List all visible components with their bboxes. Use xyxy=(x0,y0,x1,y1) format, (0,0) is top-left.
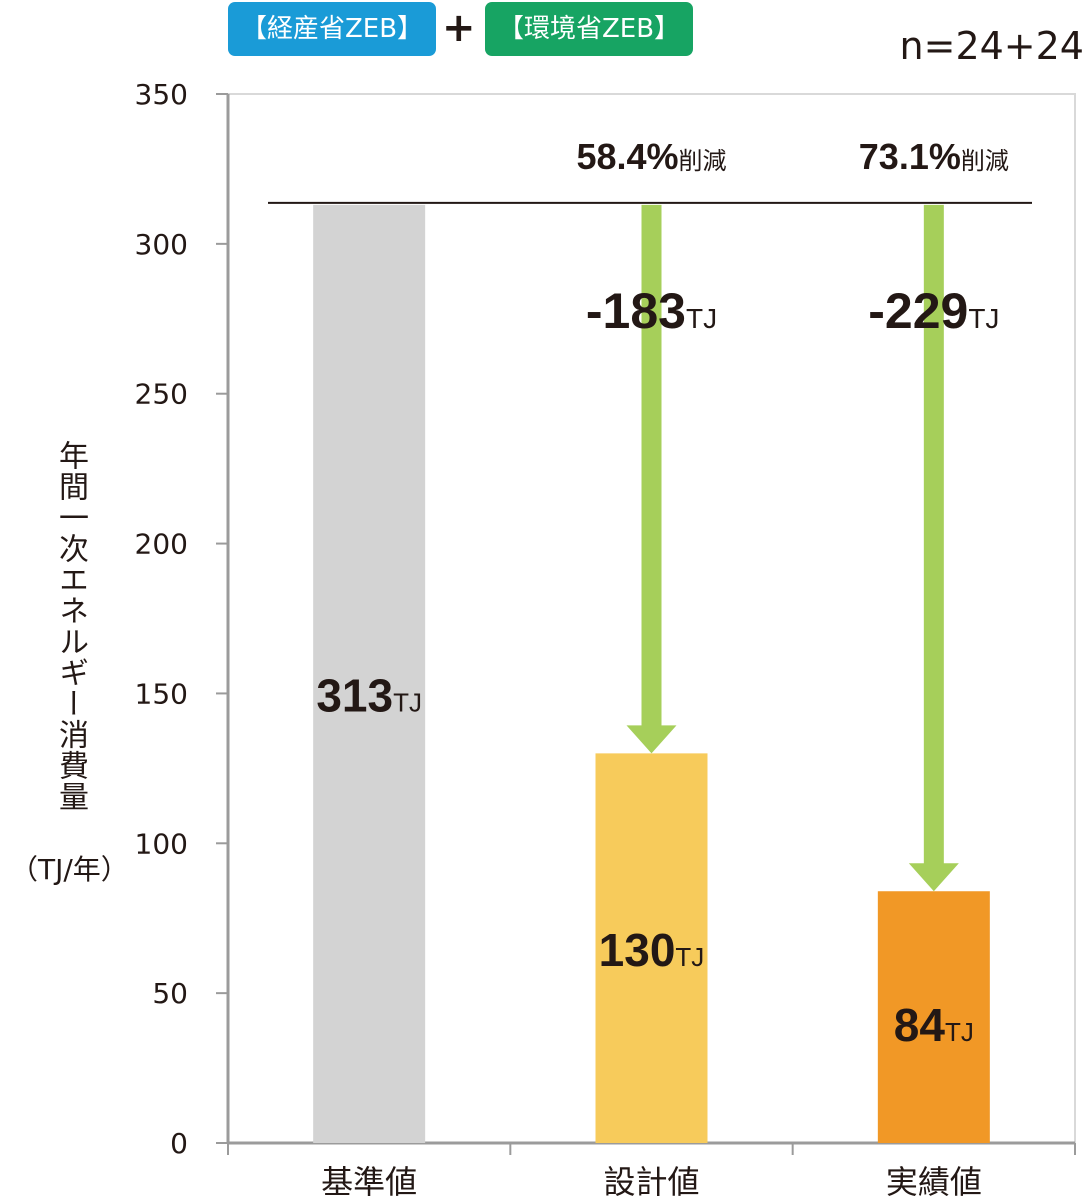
reduction-percent-label: 73.1%削減 xyxy=(859,136,1009,177)
y-axis-label: 年間一次エネルギー消費量 （TJ/年） xyxy=(10,440,129,900)
reduction-percent-label: 58.4%削減 xyxy=(576,136,726,177)
y-tick-label: 350 xyxy=(135,78,188,111)
bar-基準値 xyxy=(313,204,426,1143)
bar-実績値 xyxy=(877,891,990,1143)
meti-zeb-badge: 【経産省ZEB】 xyxy=(228,2,436,56)
reduction-arrow xyxy=(908,204,959,892)
reduction-amount-label: -229TJ xyxy=(868,283,999,339)
y-tick-label: 200 xyxy=(135,528,188,561)
y-tick-label: 250 xyxy=(135,378,188,411)
x-tick-label: 実績値 xyxy=(886,1163,982,1200)
y-tick-label: 100 xyxy=(135,827,188,860)
y-axis-unit: （TJ/年） xyxy=(10,853,129,886)
reduction-arrow xyxy=(626,204,677,754)
reduction-amount-label: -183TJ xyxy=(586,283,717,339)
env-zeb-badge: 【環境省ZEB】 xyxy=(485,2,693,56)
bar-設計値 xyxy=(595,753,708,1143)
x-tick-label: 基準値 xyxy=(321,1163,417,1200)
bar-value-label: 84TJ xyxy=(894,999,974,1051)
plus-sign: + xyxy=(442,5,476,51)
bar-value-label: 313TJ xyxy=(316,669,422,721)
y-tick-label: 50 xyxy=(152,977,188,1010)
y-tick-label: 150 xyxy=(135,677,188,710)
y-axis-title: 年間一次エネルギー消費量 xyxy=(53,440,88,812)
sample-size-label: n=24+24 xyxy=(899,24,1084,68)
y-tick-label: 300 xyxy=(135,228,188,261)
bar-value-label: 130TJ xyxy=(599,924,705,976)
x-tick-label: 設計値 xyxy=(603,1163,699,1200)
y-tick-label: 0 xyxy=(170,1127,188,1160)
